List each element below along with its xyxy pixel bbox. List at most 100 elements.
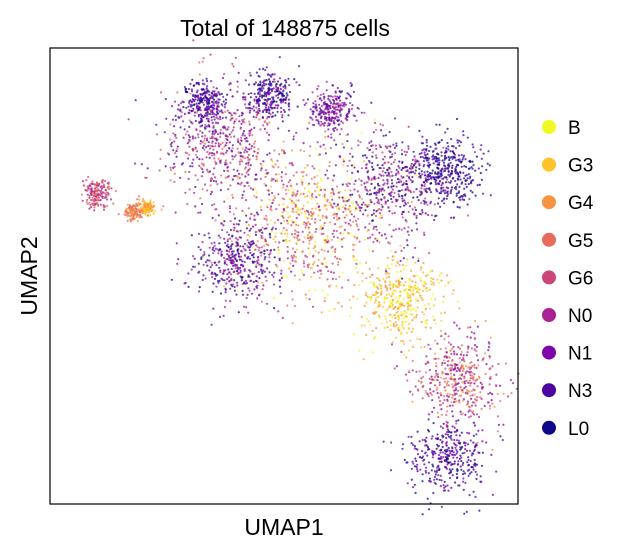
cell-point xyxy=(214,219,217,222)
cell-point xyxy=(138,209,141,212)
cell-point xyxy=(281,100,285,103)
cell-point xyxy=(396,177,399,181)
cell-point xyxy=(206,264,209,267)
cell-point xyxy=(256,152,259,155)
cell-point xyxy=(453,426,456,429)
cell-point xyxy=(262,160,265,163)
cell-point xyxy=(287,129,290,132)
cell-point xyxy=(257,101,260,104)
cell-point xyxy=(243,184,246,188)
cell-point xyxy=(138,211,141,214)
cell-point xyxy=(282,208,285,211)
cell-point xyxy=(352,163,356,166)
cell-point xyxy=(256,114,259,117)
cell-point xyxy=(302,192,305,196)
cell-point xyxy=(242,92,245,95)
cell-point xyxy=(369,199,372,202)
cell-point xyxy=(413,292,416,295)
cell-point xyxy=(230,262,233,265)
cell-point xyxy=(370,281,373,284)
cell-point xyxy=(258,95,262,98)
cell-point xyxy=(316,202,319,205)
cell-point xyxy=(438,123,441,126)
cell-point xyxy=(292,191,295,194)
cell-point xyxy=(231,158,234,161)
cell-point xyxy=(265,243,268,246)
cell-point xyxy=(89,203,92,206)
cell-point xyxy=(455,353,458,356)
cell-point xyxy=(324,188,327,192)
cell-point xyxy=(328,201,331,204)
cell-point xyxy=(225,159,228,162)
cell-point xyxy=(430,277,433,280)
cell-point xyxy=(299,149,302,152)
cell-point xyxy=(202,274,205,277)
cell-point xyxy=(199,117,203,120)
cell-point xyxy=(136,203,139,206)
cell-point xyxy=(321,289,324,292)
cell-point xyxy=(288,90,292,94)
cell-point xyxy=(428,377,431,380)
cell-point xyxy=(101,181,104,184)
cell-point xyxy=(411,400,414,403)
cell-point xyxy=(463,360,466,363)
cell-point xyxy=(211,90,214,93)
cell-point xyxy=(410,330,413,333)
cell-point xyxy=(441,167,444,170)
cell-point xyxy=(448,367,451,370)
cell-point xyxy=(201,135,204,138)
cell-point xyxy=(365,181,368,184)
cell-point xyxy=(417,160,420,163)
cell-point xyxy=(263,91,266,94)
cell-point xyxy=(326,204,330,207)
cell-point xyxy=(397,172,400,175)
legend-label-N3: N3 xyxy=(568,381,592,402)
cell-point xyxy=(453,460,456,463)
cell-point xyxy=(311,123,314,126)
cell-point xyxy=(236,138,239,141)
cell-point xyxy=(97,196,100,199)
cell-point xyxy=(363,238,366,241)
cell-point xyxy=(256,109,260,112)
cell-point xyxy=(296,234,299,237)
cell-point xyxy=(259,162,262,165)
cell-point xyxy=(230,150,234,153)
cell-point xyxy=(433,218,436,222)
cell-point xyxy=(463,472,466,475)
cell-point xyxy=(335,143,338,146)
cell-point xyxy=(331,262,334,265)
cell-point xyxy=(472,378,475,381)
cell-point xyxy=(476,441,479,444)
cell-point xyxy=(274,196,277,200)
cell-point xyxy=(407,201,410,204)
cell-point xyxy=(230,247,233,250)
cluster-tip-2 xyxy=(236,56,301,123)
cell-point xyxy=(443,380,447,383)
cell-point xyxy=(282,149,286,152)
cell-point xyxy=(394,264,397,267)
cell-point xyxy=(267,244,270,247)
cell-point xyxy=(173,180,176,183)
cell-point xyxy=(257,97,260,100)
cell-point xyxy=(281,113,284,117)
cell-point xyxy=(393,367,396,370)
cell-point xyxy=(401,321,404,324)
cell-point xyxy=(292,201,295,204)
cell-point xyxy=(179,102,183,105)
cell-point xyxy=(389,193,392,197)
cell-point xyxy=(439,329,442,332)
cell-point xyxy=(435,189,438,192)
cell-point xyxy=(316,270,319,273)
cell-point xyxy=(316,174,319,177)
cell-point xyxy=(275,88,278,91)
cell-point xyxy=(342,146,345,149)
cell-point xyxy=(375,147,378,150)
cell-point xyxy=(229,220,232,223)
cell-point xyxy=(164,97,167,101)
cell-point xyxy=(488,342,491,345)
cell-point xyxy=(284,166,287,169)
cell-point xyxy=(456,205,459,209)
cell-point xyxy=(375,210,378,213)
cell-point xyxy=(443,169,447,172)
cell-point xyxy=(332,128,335,131)
